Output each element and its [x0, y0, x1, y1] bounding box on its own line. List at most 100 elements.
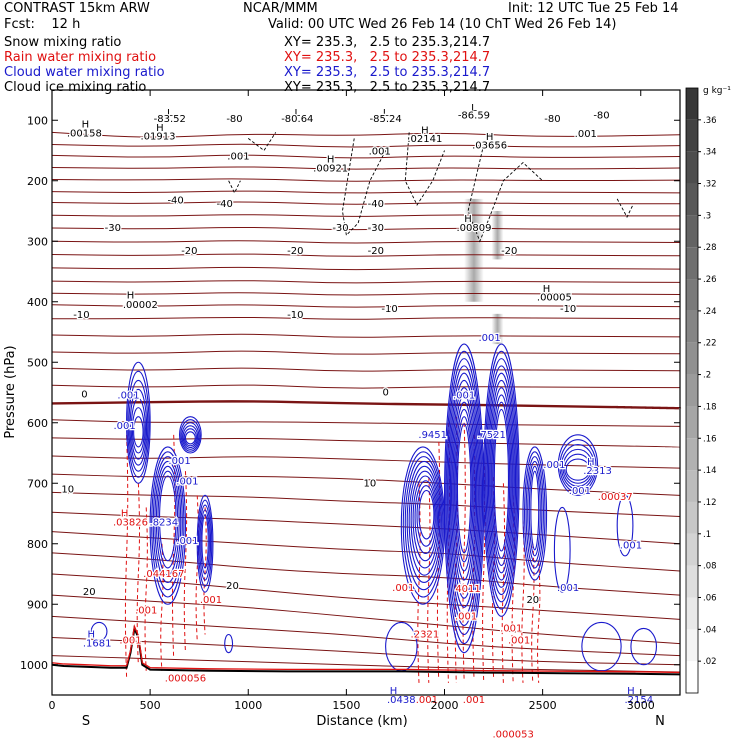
contour-label: -80	[593, 110, 609, 121]
contour-label: -10	[381, 304, 397, 315]
cloud-water-contour	[446, 358, 482, 636]
cloud-water-contour	[487, 372, 515, 588]
cloud-water-contour	[180, 419, 201, 452]
contour-label: .001	[557, 583, 579, 594]
colorbar-band	[686, 374, 698, 407]
contour-label: -40	[368, 199, 384, 210]
temperature-contour	[51, 240, 681, 244]
cloud-water-contour	[402, 451, 444, 598]
contour-label: .001	[479, 333, 501, 344]
rain-contour	[462, 422, 466, 680]
cloud-water-contour	[127, 370, 150, 478]
colorbar-band	[686, 183, 698, 216]
cloud-ice-contour	[467, 144, 543, 243]
contour-label: .00809	[456, 223, 491, 234]
temperature-contour	[51, 253, 681, 257]
contour-label: -20	[501, 246, 517, 257]
cloud-water-contour	[449, 379, 479, 608]
colorbar-band	[686, 565, 698, 598]
cloud-ice-contour	[228, 180, 241, 194]
field-name-snow: Snow mixing ratio	[4, 35, 122, 50]
contour-label: -10	[73, 310, 89, 321]
contour-label: .00002	[123, 300, 158, 311]
y-tick-label: 600	[27, 417, 48, 430]
contour-label: .00921	[313, 164, 348, 175]
rain-contour	[501, 483, 506, 683]
cloud-water-contour	[455, 416, 473, 563]
contour-label: .9451	[418, 430, 447, 441]
contour-label: 0	[81, 389, 87, 400]
cloud-water-contour	[199, 504, 212, 581]
cloud-water-contour	[491, 394, 512, 567]
temperature-contour	[51, 615, 681, 657]
cloud-ice-contour	[247, 132, 277, 152]
contour-label: .00037	[598, 492, 633, 503]
cloud-water-contour	[197, 499, 213, 587]
cloud-water-contour	[448, 372, 480, 617]
cloud-water-contour	[485, 358, 518, 603]
contour-label: .7521	[477, 430, 506, 441]
cloud-water-contour	[155, 465, 180, 576]
cloud-water-contour	[452, 394, 477, 590]
y-tick-label: 1000	[20, 659, 48, 672]
axes-layer: 0 500 1000 1500 2000 2500 30001002003004005006…	[20, 90, 680, 712]
temperature-contour	[51, 166, 681, 170]
contour-label: .000056	[165, 674, 206, 685]
contour-label: .2313	[583, 466, 612, 477]
cloud-water-contour	[184, 431, 196, 445]
contour-label: -10	[287, 310, 303, 321]
contour-label: L	[167, 108, 173, 119]
cloud-water-contour	[157, 470, 179, 569]
contour-label: H	[421, 126, 429, 137]
y-axis-label: Pressure (hPa)	[3, 345, 18, 438]
temperature-contour	[51, 190, 681, 194]
terrain-rain-edge	[51, 624, 681, 674]
cloud-water-contour	[630, 627, 658, 666]
y-tick-label: 700	[27, 477, 48, 490]
contour-label: .0438	[387, 695, 416, 706]
temperature-contour	[51, 131, 681, 138]
y-tick-label: 300	[27, 235, 48, 248]
colorbar-band	[686, 342, 698, 375]
cloud-water-contour	[492, 401, 511, 559]
cloud-ice-contour	[404, 132, 445, 206]
contour-label: 20	[226, 581, 239, 592]
cloud-water-contour	[149, 446, 187, 605]
contour-label: .001	[463, 695, 485, 706]
contour-label: H	[127, 291, 135, 302]
cloud-water-contour	[456, 423, 472, 554]
colorbar-tick-label: .02	[703, 657, 717, 667]
contour-label: .8234	[150, 518, 179, 529]
contour-label: H	[82, 120, 90, 131]
contour-label: H	[486, 132, 494, 143]
cloud-water-contour	[412, 475, 438, 562]
y-tick-label: 100	[27, 114, 48, 127]
cloud-water-contour	[408, 465, 441, 576]
colorbar-tick-label: .34	[703, 148, 717, 158]
colorbar-tick-label: .2	[703, 371, 711, 381]
rain-contour	[531, 543, 535, 683]
cloud-water-contour	[181, 422, 200, 450]
colorbar-tick-label: .28	[703, 243, 717, 253]
cloud-water-contour	[201, 514, 209, 569]
colorbar-tick-label: .3	[703, 211, 711, 221]
cloud-ice-contour	[341, 138, 387, 237]
colorbar-tick-label: .24	[703, 307, 717, 317]
contour-annotations-layer: H.00158L-83.52H.01913.001-80L-80.64H.009…	[60, 102, 654, 740]
contour-label: 0	[382, 388, 388, 399]
contour-label: -40	[167, 196, 183, 207]
contour-label: .001	[113, 421, 135, 432]
colorbar-band	[686, 661, 698, 693]
contour-label: .03656	[472, 141, 507, 152]
field-xy-cloud-water: XY= 235.3, 2.5 to 235.3,214.7	[284, 65, 491, 80]
contour-label: .001	[176, 476, 198, 487]
contour-label: 10	[364, 478, 377, 489]
colorbar-band	[686, 470, 698, 502]
contour-label: .044167	[143, 569, 184, 580]
temperature-contour	[51, 178, 681, 182]
cloud-water-contour	[451, 387, 478, 599]
contour-label: .001	[455, 611, 477, 622]
cloud-water-contour	[524, 451, 546, 575]
